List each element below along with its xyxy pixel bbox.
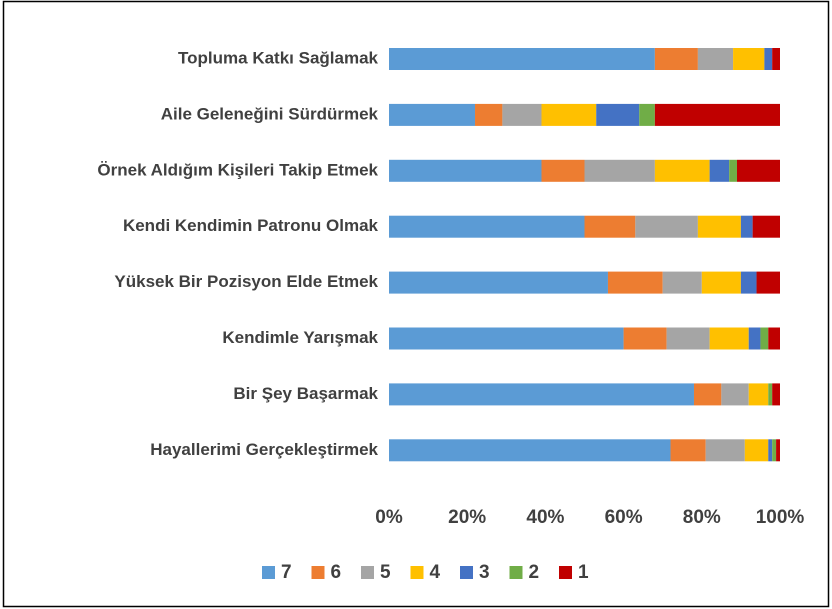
bar-segment — [662, 271, 702, 294]
x-tick-label: 80% — [683, 507, 721, 528]
bar-segment — [721, 383, 749, 406]
bar-segment — [389, 103, 476, 126]
legend-label: 2 — [529, 562, 540, 583]
bar-segment — [772, 439, 777, 462]
category-label: Yüksek Bir Pozisyon Elde Etmek — [114, 272, 378, 291]
bar-segment — [705, 439, 745, 462]
legend-swatch — [262, 566, 275, 579]
bar-segment — [764, 48, 773, 70]
bar-segment — [389, 48, 655, 70]
bar-segment — [729, 159, 737, 182]
bar-segment — [666, 327, 710, 350]
bar-segment — [389, 383, 694, 406]
legend-label: 4 — [430, 562, 441, 583]
x-tick-label: 100% — [756, 507, 805, 528]
bar-segment — [697, 215, 741, 238]
bar-segment — [654, 103, 780, 126]
bar-segment — [748, 383, 769, 406]
legend-label: 3 — [479, 562, 490, 583]
bar-segment — [760, 327, 769, 350]
x-tick-label: 40% — [526, 507, 564, 528]
bar-segment — [744, 439, 769, 462]
legend-swatch — [460, 566, 473, 579]
bar-segment — [748, 327, 761, 350]
legend-label: 1 — [578, 562, 589, 583]
bar-segment — [584, 215, 636, 238]
bar-segment — [701, 271, 741, 294]
legend-swatch — [509, 566, 523, 579]
x-tick-label: 20% — [448, 507, 486, 528]
category-label: Örnek Aldığım Kişileri Takip Etmek — [97, 160, 378, 179]
legend-swatch — [559, 566, 572, 579]
bar-segment — [736, 159, 780, 182]
bar-segment — [768, 383, 773, 406]
legend-swatch — [361, 566, 374, 579]
bar-segment — [752, 215, 780, 238]
category-label: Bir Şey Başarmak — [233, 384, 378, 403]
bar-segment — [768, 327, 780, 350]
bar-segment — [740, 215, 753, 238]
bar-segment — [654, 159, 710, 182]
bar-segment — [389, 439, 671, 462]
category-label: Kendimle Yarışmak — [222, 328, 378, 347]
bar-segment — [709, 159, 730, 182]
bar-segment — [623, 327, 667, 350]
bar-segment — [541, 103, 597, 126]
bar-segment — [389, 159, 542, 182]
bar-segment — [693, 383, 722, 406]
bar-segment — [639, 103, 655, 126]
legend-label: 7 — [281, 562, 292, 583]
bar-segment — [697, 48, 734, 70]
legend-swatch — [410, 566, 424, 579]
bar-segment — [502, 103, 542, 126]
category-label: Kendi Kendimin Patronu Olmak — [123, 216, 379, 235]
bar-segment — [389, 327, 624, 350]
bar-segment — [776, 439, 780, 462]
bar-segment — [584, 159, 655, 182]
bar-segment — [772, 383, 780, 406]
legend-label: 5 — [380, 562, 391, 583]
bar-segment — [670, 439, 706, 462]
legend-label: 6 — [331, 562, 342, 583]
category-label: Topluma Katkı Sağlamak — [178, 48, 379, 67]
x-tick-label: 60% — [605, 507, 643, 528]
category-label: Hayallerimi Gerçekleştirmek — [150, 440, 378, 459]
bar-segment — [475, 103, 503, 126]
bar-segment — [772, 48, 780, 70]
bar-segment — [740, 271, 757, 294]
x-tick-label: 0% — [375, 507, 403, 528]
legend-swatch — [311, 566, 325, 579]
bar-segment — [389, 271, 608, 294]
bar-segment — [654, 48, 698, 70]
bar-segment — [635, 215, 698, 238]
category-label: Aile Geleneğini Sürdürmek — [161, 104, 379, 123]
bar-segment — [733, 48, 765, 70]
bar-segment — [389, 215, 585, 238]
bar-segment — [541, 159, 585, 182]
bar-segment — [756, 271, 780, 294]
bar-segment — [596, 103, 640, 126]
bar-segment — [709, 327, 749, 350]
bar-segment — [768, 439, 773, 462]
bar-segment — [607, 271, 663, 294]
